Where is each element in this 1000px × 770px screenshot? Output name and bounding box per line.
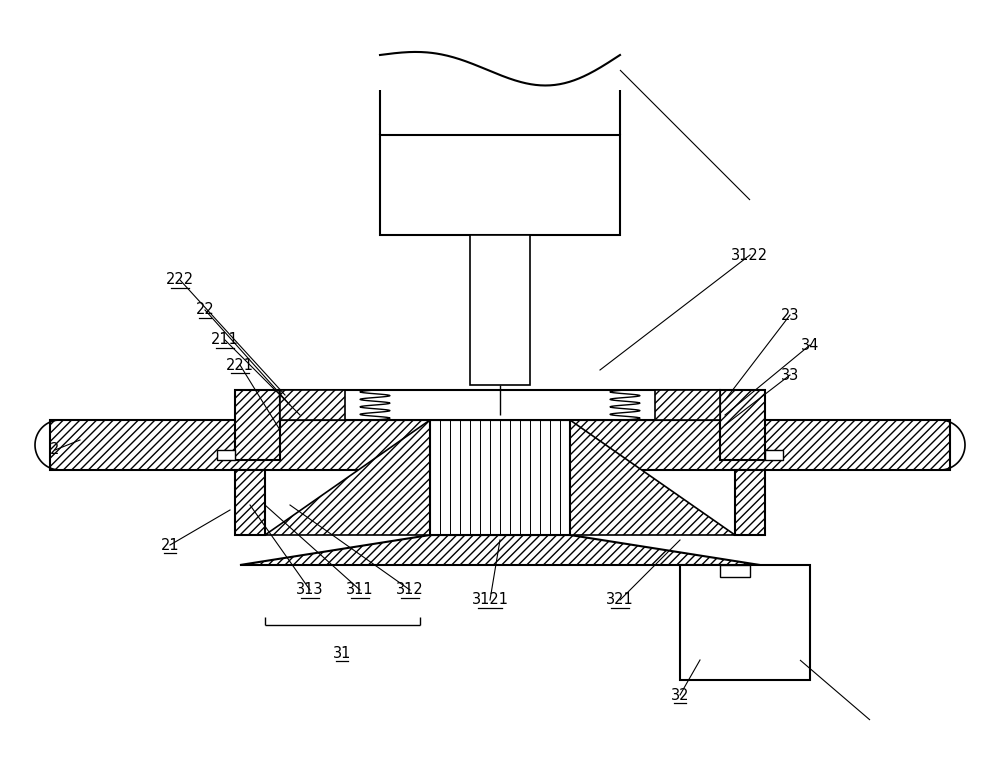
Bar (655, 390, 720, 420)
Bar (720, 565, 750, 577)
Bar (217, 450, 235, 460)
Text: 313: 313 (296, 582, 324, 598)
Polygon shape (235, 420, 430, 535)
Bar (280, 390, 720, 420)
Bar (735, 470, 765, 535)
Polygon shape (240, 535, 760, 565)
Text: 311: 311 (346, 582, 374, 598)
Bar (430, 420, 570, 535)
Text: 312: 312 (396, 582, 424, 598)
Text: 31: 31 (333, 645, 351, 661)
Bar (280, 390, 345, 420)
Text: 22: 22 (196, 303, 214, 317)
Bar (720, 390, 765, 460)
Bar (235, 390, 280, 460)
Text: 32: 32 (671, 688, 689, 702)
Bar (680, 565, 810, 680)
Polygon shape (570, 420, 765, 535)
Bar (765, 450, 783, 460)
Bar (470, 235, 530, 385)
Text: 222: 222 (166, 273, 194, 287)
Bar (380, 135, 620, 235)
Text: 34: 34 (801, 337, 819, 353)
Text: 211: 211 (211, 333, 239, 347)
Text: 321: 321 (606, 592, 634, 608)
Text: 3122: 3122 (731, 247, 769, 263)
Text: 221: 221 (226, 357, 254, 373)
Text: 21: 21 (161, 537, 179, 553)
Bar (50, 420, 950, 470)
Text: 3121: 3121 (472, 592, 509, 608)
Text: 2: 2 (50, 443, 60, 457)
Bar (235, 470, 265, 535)
Text: 23: 23 (781, 307, 799, 323)
Text: 33: 33 (781, 367, 799, 383)
